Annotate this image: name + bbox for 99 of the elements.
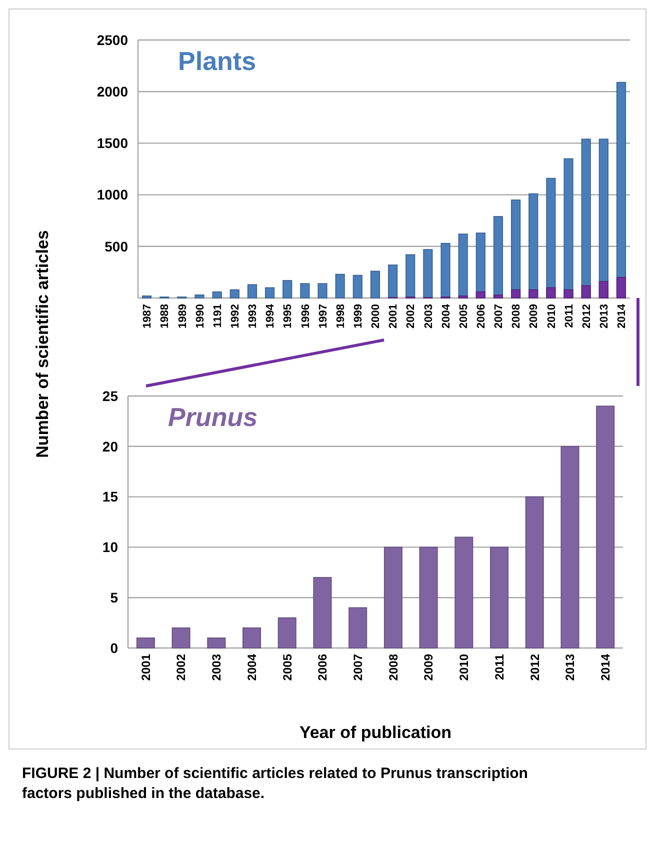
- x-axis-title: Year of publication: [299, 723, 452, 742]
- bar: [525, 496, 544, 648]
- bar: [136, 638, 155, 648]
- x-tick-label: 1990: [194, 304, 206, 328]
- x-tick-label: 2010: [457, 654, 472, 681]
- bar: [546, 287, 556, 298]
- y-tick-label: 1500: [96, 135, 128, 152]
- x-tick-label: 1997: [317, 304, 330, 328]
- bar: [370, 270, 380, 298]
- x-tick-label: 2012: [580, 304, 593, 328]
- x-tick-label: 2007: [351, 654, 366, 681]
- bar: [194, 294, 204, 298]
- y-tick-label: 1000: [96, 186, 128, 203]
- bar: [419, 546, 438, 648]
- x-tick-label: 1995: [282, 304, 294, 328]
- bar: [335, 274, 345, 298]
- y-tick-label: 2500: [96, 32, 128, 48]
- bar: [207, 638, 226, 648]
- bar: [384, 546, 402, 648]
- bar: [458, 234, 468, 298]
- bar: [212, 291, 222, 298]
- x-tick-label: 2006: [475, 304, 488, 328]
- bar: [230, 289, 240, 298]
- y-tick-label: 20: [102, 438, 118, 454]
- bar: [313, 577, 332, 648]
- bar: [596, 406, 615, 648]
- bar: [560, 446, 580, 648]
- x-tick-label: 1994: [264, 303, 277, 328]
- x-tick-label: 1999: [352, 304, 364, 328]
- bar: [598, 281, 608, 298]
- bar: [282, 280, 292, 298]
- y-tick-label: 0: [110, 640, 118, 656]
- x-tick-label: 1988: [159, 304, 172, 328]
- bar: [476, 291, 486, 298]
- x-tick-label: 2003: [422, 304, 435, 328]
- x-tick-label: 2005: [280, 654, 294, 681]
- x-tick-label: 2014: [598, 654, 613, 681]
- x-tick-label: 2012: [528, 654, 542, 681]
- x-tick-label: 1989: [176, 304, 189, 328]
- bar: [242, 627, 261, 648]
- y-tick-label: 2000: [96, 84, 128, 100]
- bar: [440, 242, 450, 298]
- bar: [318, 283, 328, 298]
- x-tick-label: 2004: [440, 303, 452, 328]
- bar: [564, 289, 574, 298]
- x-tick-label: 2002: [174, 654, 188, 681]
- bar: [142, 296, 152, 298]
- x-tick-label: 1987: [142, 304, 154, 328]
- y-tick-label: 10: [102, 539, 118, 556]
- x-tick-label: 2004: [244, 654, 259, 681]
- y-tick-label: 15: [102, 488, 118, 505]
- x-tick-label: 2000: [370, 304, 382, 328]
- bar: [264, 287, 275, 298]
- x-tick-label: 2002: [405, 304, 418, 328]
- text: Plants: [178, 46, 256, 76]
- x-tick-label: 1993: [247, 304, 260, 328]
- x-tick-label: 1996: [300, 304, 312, 328]
- x-tick-label: 2009: [528, 304, 540, 328]
- x-tick-label: 2013: [598, 304, 610, 328]
- x-tick-label: 2008: [510, 304, 523, 328]
- x-tick-label: 1191: [212, 304, 224, 328]
- x-tick-label: 2008: [386, 654, 400, 681]
- bar: [406, 254, 416, 298]
- bar: [388, 264, 398, 298]
- x-tick-label: 1992: [229, 304, 242, 328]
- x-tick-label: 2009: [422, 654, 436, 681]
- bar: [278, 617, 296, 648]
- y-axis-title: Number of scientific articles: [33, 230, 52, 458]
- caption: FIGURE 2 | Number of scientific articles related to Prunus transcription factors published in the database.: [22, 765, 528, 802]
- bar: [493, 294, 504, 298]
- bar: [423, 249, 433, 298]
- x-tick-label: 2001: [388, 304, 400, 328]
- y-tick-label: 500: [104, 238, 128, 254]
- bar: [616, 276, 626, 298]
- x-tick-label: 2001: [138, 654, 153, 681]
- text: Prunus: [168, 402, 258, 432]
- bar: [458, 296, 468, 298]
- x-tick-label: 2013: [563, 654, 578, 681]
- bar: [528, 289, 538, 298]
- x-tick-label: 1998: [334, 304, 347, 328]
- x-tick-label: 2006: [316, 654, 330, 681]
- bar: [352, 274, 362, 298]
- x-tick-label: 2005: [458, 304, 470, 328]
- bar: [510, 289, 521, 298]
- x-tick-label: 2010: [546, 304, 558, 328]
- bar: [300, 283, 310, 298]
- x-tick-label: 2014: [616, 303, 628, 328]
- bar: [172, 627, 190, 648]
- x-tick-label: 2011: [563, 304, 576, 328]
- bar: [247, 284, 258, 298]
- bar: [348, 607, 368, 648]
- x-tick-label: 2007: [493, 304, 506, 328]
- x-tick-label: 2011: [492, 654, 506, 680]
- bar: [454, 536, 474, 648]
- x-tick-label: 2003: [210, 654, 224, 681]
- y-tick-label: 5: [110, 590, 118, 606]
- bar: [490, 546, 508, 648]
- y-tick-label: 25: [102, 388, 118, 404]
- bar: [581, 285, 591, 298]
